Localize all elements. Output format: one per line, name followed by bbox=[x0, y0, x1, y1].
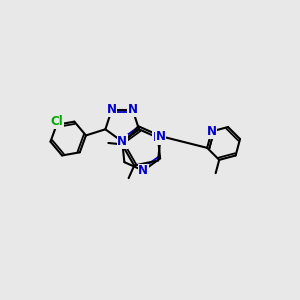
Text: N: N bbox=[153, 131, 163, 144]
Text: N: N bbox=[156, 130, 166, 143]
Text: N: N bbox=[117, 135, 127, 148]
Text: N: N bbox=[107, 103, 117, 116]
Text: N: N bbox=[138, 164, 148, 177]
Text: N: N bbox=[128, 103, 138, 116]
Text: N: N bbox=[207, 125, 217, 138]
Text: Cl: Cl bbox=[50, 115, 63, 128]
